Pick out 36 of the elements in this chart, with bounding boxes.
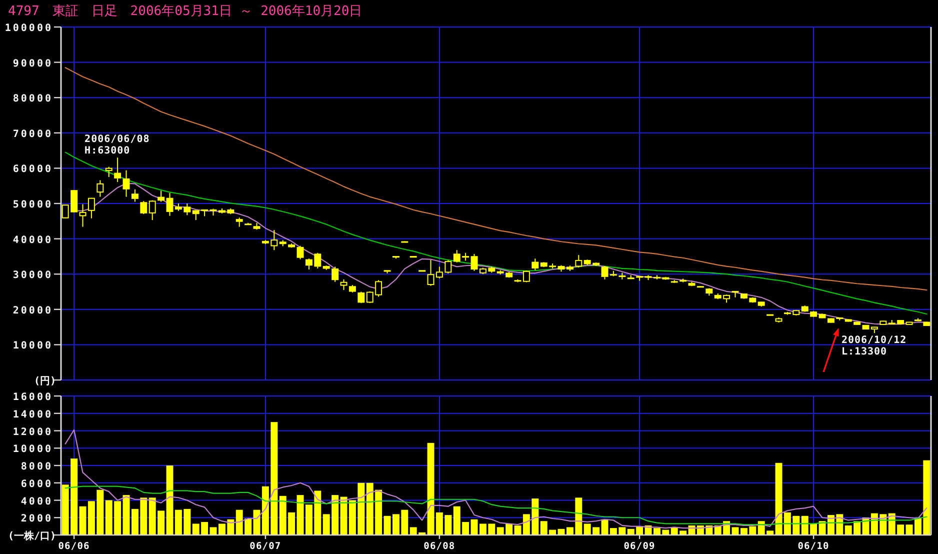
y-tick-label: 10000: [12, 340, 53, 352]
bar: [427, 442, 434, 535]
y-tick-label: 50000: [12, 200, 53, 210]
x-tick-label: 06/08: [424, 541, 456, 552]
annotation: 2006/10/12 L:13300: [841, 335, 907, 358]
y-tick-label: 90000: [12, 58, 53, 70]
y-tick-label: 12000: [12, 426, 53, 438]
bar: [384, 516, 391, 535]
bar: [166, 466, 174, 535]
x-tick-label: 06/10: [798, 541, 830, 552]
x-tick-label: 06/06: [58, 541, 90, 552]
bar: [296, 495, 304, 535]
title: 4797 東証 日足 2006年05月31日 ～ 2006年10月20日: [8, 4, 362, 19]
y-tick-label: 60000: [12, 164, 53, 176]
y-tick-label: 70000: [12, 128, 53, 140]
y-tick-label: 4000: [20, 496, 53, 508]
y-tick-label: (一株/口): [8, 530, 56, 542]
y-tick-label: 30000: [12, 270, 53, 282]
annotation: 2006/06/08 H:63000: [84, 134, 150, 157]
y-tick-label: 14000: [12, 409, 53, 420]
y-tick-label: 8000: [20, 462, 53, 472]
bar: [470, 519, 478, 535]
bar: [79, 506, 86, 535]
y-tick-label: 40000: [12, 234, 53, 246]
y-tick-label: 6000: [20, 478, 53, 490]
y-tick-label: 16000: [12, 392, 53, 403]
x-tick-label: 06/09: [624, 541, 656, 552]
y-tick-label: 100000: [4, 23, 53, 34]
x-tick-label: 06/07: [250, 541, 282, 552]
y-tick-label: (円): [34, 376, 56, 387]
bar: [906, 524, 913, 535]
y-tick-label: 80000: [12, 94, 53, 105]
y-tick-label: 20000: [12, 305, 53, 316]
y-tick-label: 2000: [20, 514, 53, 525]
y-tick-label: 10000: [12, 444, 53, 456]
bar: [122, 495, 130, 535]
